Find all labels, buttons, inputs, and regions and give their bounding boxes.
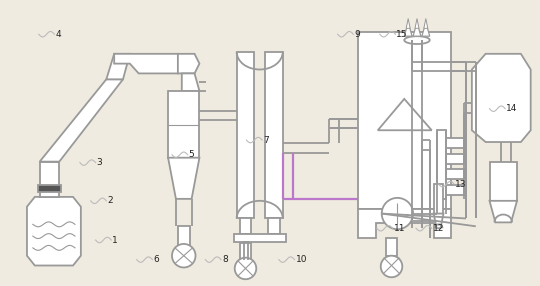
Bar [447, 170, 464, 179]
Polygon shape [404, 23, 412, 36]
Text: 11: 11 [394, 224, 405, 233]
Bar [237, 52, 254, 219]
Text: 14: 14 [506, 104, 517, 113]
Circle shape [382, 198, 413, 229]
Polygon shape [424, 19, 428, 28]
Bar [447, 138, 464, 148]
Text: 10: 10 [295, 255, 307, 264]
Bar [447, 154, 464, 164]
Polygon shape [358, 209, 451, 238]
Bar [265, 52, 283, 219]
Text: 13: 13 [455, 180, 467, 189]
Polygon shape [415, 19, 419, 28]
Bar [178, 226, 190, 246]
Circle shape [381, 256, 402, 277]
Bar [437, 130, 447, 199]
Bar [242, 242, 248, 260]
Bar [234, 234, 286, 242]
Text: 5: 5 [188, 150, 194, 159]
Polygon shape [490, 201, 517, 223]
Ellipse shape [404, 36, 430, 44]
Polygon shape [378, 99, 431, 130]
Polygon shape [106, 54, 130, 79]
Text: 8: 8 [222, 255, 228, 264]
Bar [358, 32, 451, 209]
Polygon shape [168, 158, 199, 199]
Polygon shape [178, 54, 199, 74]
Text: 6: 6 [153, 255, 159, 264]
Bar [40, 162, 59, 197]
Bar [240, 243, 252, 259]
Bar [38, 185, 61, 192]
Circle shape [172, 244, 195, 267]
Bar [490, 162, 517, 201]
Polygon shape [182, 74, 199, 91]
Polygon shape [472, 54, 531, 142]
Text: 12: 12 [433, 224, 444, 233]
Bar [168, 91, 199, 158]
Text: 9: 9 [354, 30, 360, 39]
Bar [386, 238, 397, 256]
Text: 4: 4 [56, 30, 61, 39]
Polygon shape [413, 23, 421, 36]
Text: 15: 15 [396, 30, 408, 39]
Polygon shape [240, 219, 252, 234]
Polygon shape [114, 54, 182, 74]
Polygon shape [27, 197, 81, 265]
Text: 2: 2 [107, 196, 113, 205]
Polygon shape [268, 219, 280, 234]
Polygon shape [406, 19, 410, 28]
Text: 7: 7 [263, 136, 269, 144]
Text: 1: 1 [112, 235, 118, 245]
Bar [434, 184, 443, 214]
Circle shape [235, 258, 256, 279]
Polygon shape [40, 79, 123, 162]
Polygon shape [422, 23, 430, 36]
Text: 3: 3 [97, 158, 102, 167]
Polygon shape [434, 214, 443, 228]
Bar [447, 185, 464, 195]
